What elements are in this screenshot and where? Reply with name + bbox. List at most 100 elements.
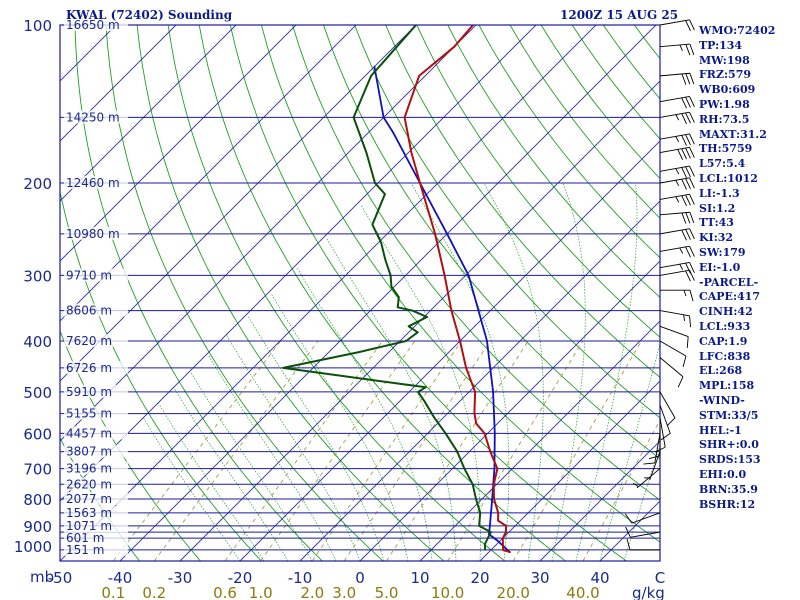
wind-barb-half-flag <box>675 114 680 121</box>
dewpoint-trace-point <box>463 467 466 470</box>
wind-barb-staff <box>659 417 666 448</box>
moist-adiabat-line <box>599 342 660 561</box>
height-label: 7620 m <box>66 334 112 348</box>
moist-adiabat-line <box>143 417 241 561</box>
wind-barb <box>659 165 695 178</box>
height-label-bg <box>64 18 128 31</box>
wind-barb-staff <box>659 245 690 252</box>
wind-barb <box>659 228 695 241</box>
wind-barb <box>659 357 684 388</box>
wind-barb-staff <box>659 193 690 200</box>
wind-barb-flag <box>689 194 695 205</box>
index-item: -PARCEL- <box>699 275 759 289</box>
height-label-bg <box>64 384 128 398</box>
dewpoint-trace-point <box>371 223 374 226</box>
wind-barb-staff <box>630 531 661 538</box>
dry-adiabat-line <box>790 25 800 561</box>
wind-barb-flag <box>685 166 691 178</box>
wind-barb-flag <box>681 113 687 125</box>
isotherm-line <box>60 25 237 202</box>
moist-adiabat-line <box>173 387 289 561</box>
wind-barb-flag <box>681 167 687 178</box>
mixing-ratio-line <box>112 340 281 561</box>
index-item: CAP:1.9 <box>699 334 748 348</box>
parcel-trace-point <box>373 65 376 68</box>
pressure-unit-label: mb <box>30 568 54 586</box>
pressure-tick-label: 200 <box>23 175 52 193</box>
wind-barb-flag <box>689 133 695 145</box>
wind-barb <box>659 111 695 125</box>
moist-adiabat-line <box>551 182 586 561</box>
dry-adiabat-line <box>354 25 660 419</box>
dry-adiabat-line <box>292 25 660 501</box>
temperature-trace-point <box>453 45 456 48</box>
wind-barb-staff <box>659 310 690 317</box>
wind-barb <box>659 19 695 31</box>
wind-barb-staff <box>631 512 661 524</box>
dewpoint-trace-point <box>479 511 482 514</box>
wind-barb-flag <box>689 177 695 189</box>
wind-barb-staff <box>659 165 690 172</box>
temperature-tick-label: 10 <box>410 569 429 587</box>
wind-barb-flag <box>686 336 689 348</box>
pressure-tick-label: 100 <box>23 17 52 35</box>
height-label-bg <box>64 360 128 374</box>
height-label-bg <box>64 110 128 124</box>
mixing-ratio-tick-label: 0.1 <box>101 584 125 600</box>
stability-indices-list: WMO:72402 TP:134 MW:198 FRZ:579 WB0:609 PW:1.… <box>699 24 775 512</box>
wind-barb <box>659 96 695 109</box>
isotherm-line <box>179 80 660 561</box>
dewpoint-trace-point <box>384 193 386 196</box>
dry-adiabat-line <box>198 25 566 561</box>
wind-barb-staff <box>659 357 684 378</box>
parcel-trace-point <box>493 467 496 470</box>
mixing-ratio-unit-label: g/kg <box>632 584 665 600</box>
wind-barb-flag <box>685 246 691 258</box>
index-item: BSHR:12 <box>699 497 756 511</box>
wind-barb-staff <box>659 391 676 419</box>
wind-barb-flag <box>685 112 691 124</box>
height-label: 3196 m <box>66 462 112 476</box>
index-item: MAXT:31.2 <box>699 127 767 141</box>
wind-barb <box>659 245 695 258</box>
moist-adiabat-line <box>326 238 457 561</box>
wind-barb-flag <box>689 112 695 123</box>
wind-barb-flag <box>681 135 687 146</box>
parcel-trace-point <box>489 525 491 527</box>
index-item: TT:43 <box>699 216 734 230</box>
moist-adiabat-line <box>410 182 510 561</box>
wind-barb-flag <box>685 96 691 108</box>
dewpoint-trace-point <box>390 285 393 288</box>
temperature-trace-point <box>501 537 504 540</box>
height-label: 6726 m <box>66 361 112 375</box>
pressure-tick-label: 1000 <box>14 538 52 556</box>
wind-barb-staff <box>659 133 690 140</box>
dewpoint-trace-point <box>424 386 427 389</box>
dewpoint-trace-point <box>397 296 400 299</box>
parcel-trace-point <box>486 340 488 342</box>
temperature-trace-point <box>489 450 492 453</box>
temperature-trace-point <box>475 422 478 425</box>
moist-adiabat-line <box>158 402 265 561</box>
temperature-trace-point <box>505 525 507 527</box>
wind-barb-flag <box>681 178 687 190</box>
dewpoint-trace-point <box>374 182 376 184</box>
mixing-ratio-line <box>447 340 584 561</box>
index-item: SHR+:0.0 <box>699 438 759 452</box>
temperature-trace-point <box>403 116 406 119</box>
index-item: SRDS:153 <box>699 453 761 467</box>
wind-barb-staff <box>659 405 671 434</box>
isotherm-line <box>0 13 8 561</box>
height-label: 2620 m <box>66 477 112 491</box>
index-item: SW:179 <box>699 245 746 259</box>
wind-barb <box>626 538 660 551</box>
temperature-tick-label: 20 <box>470 569 489 587</box>
height-label-bg <box>64 226 128 240</box>
index-item: TP:134 <box>699 38 743 52</box>
isotherm-line <box>60 25 297 262</box>
height-label: 16650 m <box>66 18 120 32</box>
wind-barb-flag <box>685 262 691 274</box>
index-item: MPL:158 <box>699 379 755 393</box>
isotherm-line <box>239 140 660 561</box>
plot-frame <box>59 24 661 562</box>
